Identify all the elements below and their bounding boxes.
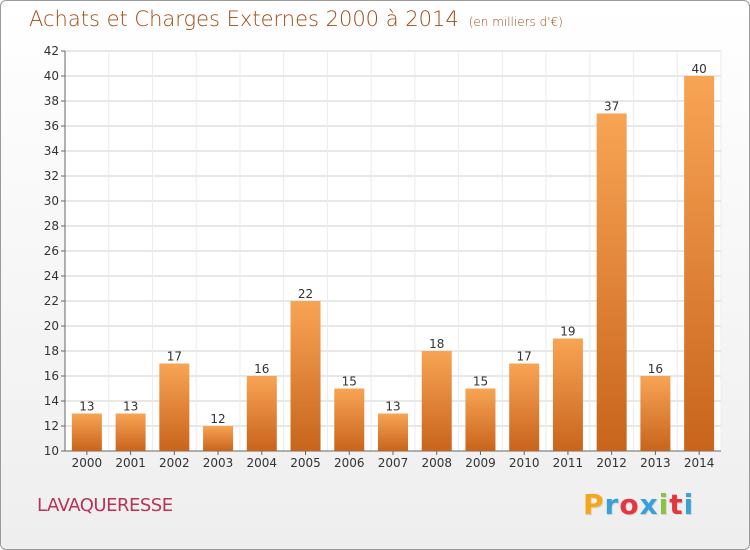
bar-2006 <box>334 388 365 451</box>
proxiti-logo: Proxiti <box>583 488 694 521</box>
logo-letter: P <box>583 488 605 521</box>
bar-2002 <box>159 363 190 451</box>
y-tick-label: 16 <box>44 369 59 383</box>
bar-2004 <box>246 376 277 451</box>
y-tick-label: 42 <box>44 44 59 58</box>
x-tick-label: 2002 <box>159 456 190 470</box>
x-tick-label: 2006 <box>334 456 365 470</box>
value-label: 16 <box>648 362 663 376</box>
y-tick-label: 12 <box>44 419 59 433</box>
y-tick-label: 36 <box>44 119 59 133</box>
bar-2005 <box>290 301 321 451</box>
x-tick-label: 2007 <box>378 456 409 470</box>
value-label: 13 <box>385 400 400 414</box>
y-tick-label: 32 <box>44 169 59 183</box>
y-tick-label: 14 <box>44 394 59 408</box>
value-label: 19 <box>560 325 575 339</box>
x-tick-label: 2003 <box>203 456 234 470</box>
y-tick-label: 40 <box>44 69 59 83</box>
value-label: 40 <box>691 62 706 76</box>
y-tick-label: 28 <box>44 219 59 233</box>
logo-letter: r <box>604 488 620 521</box>
y-tick-label: 10 <box>44 444 59 458</box>
bar-2007 <box>378 413 408 451</box>
y-tick-label: 30 <box>44 194 59 208</box>
value-label: 13 <box>79 400 94 414</box>
y-tick-label: 38 <box>44 94 59 108</box>
bar-2010 <box>509 363 540 451</box>
chart-subtitle: (en milliers d'€) <box>468 15 563 29</box>
y-tick-label: 20 <box>44 319 59 333</box>
bar-2012 <box>596 113 627 451</box>
value-label: 17 <box>517 350 532 364</box>
x-tick-label: 2013 <box>640 456 671 470</box>
logo-letter: i <box>683 488 695 521</box>
y-tick-label: 22 <box>44 294 59 308</box>
value-label: 22 <box>298 287 313 301</box>
bar-2008 <box>421 351 452 451</box>
logo-letter: t <box>669 488 684 521</box>
value-label: 15 <box>473 375 488 389</box>
x-tick-label: 2010 <box>509 456 540 470</box>
value-label: 15 <box>342 375 357 389</box>
value-label: 16 <box>254 362 269 376</box>
value-label: 18 <box>429 337 444 351</box>
bar-2003 <box>203 426 234 451</box>
y-tick-label: 26 <box>44 244 59 258</box>
bar-2013 <box>640 376 671 451</box>
bar-2014 <box>684 76 715 451</box>
bar-2001 <box>115 413 146 451</box>
bar-2011 <box>552 338 583 451</box>
logo-letter: x <box>639 488 659 521</box>
y-tick-label: 34 <box>44 144 59 158</box>
x-tick-label: 2000 <box>72 456 103 470</box>
x-tick-label: 2014 <box>684 456 715 470</box>
value-label: 13 <box>123 400 138 414</box>
x-tick-label: 2011 <box>553 456 584 470</box>
x-tick-label: 2009 <box>465 456 496 470</box>
value-label: 37 <box>604 100 619 114</box>
chart-title: Achats et Charges Externes 2000 à 2014 (e… <box>29 7 563 31</box>
logo-letter: i <box>658 488 670 521</box>
y-tick-label: 18 <box>44 344 59 358</box>
y-tick-label: 24 <box>44 269 59 283</box>
x-tick-label: 2004 <box>247 456 278 470</box>
value-label: 17 <box>167 350 182 364</box>
x-tick-label: 2012 <box>596 456 627 470</box>
bar-2000 <box>71 413 102 451</box>
logo-letter: o <box>619 488 640 521</box>
chart-title-text: Achats et Charges Externes 2000 à 2014 <box>29 7 459 31</box>
value-label: 12 <box>210 412 225 426</box>
x-tick-label: 2005 <box>290 456 321 470</box>
x-tick-label: 2001 <box>115 456 146 470</box>
x-tick-label: 2008 <box>421 456 452 470</box>
commune-name: LAVAQUERESSE <box>37 495 173 516</box>
bar-2009 <box>465 388 496 451</box>
